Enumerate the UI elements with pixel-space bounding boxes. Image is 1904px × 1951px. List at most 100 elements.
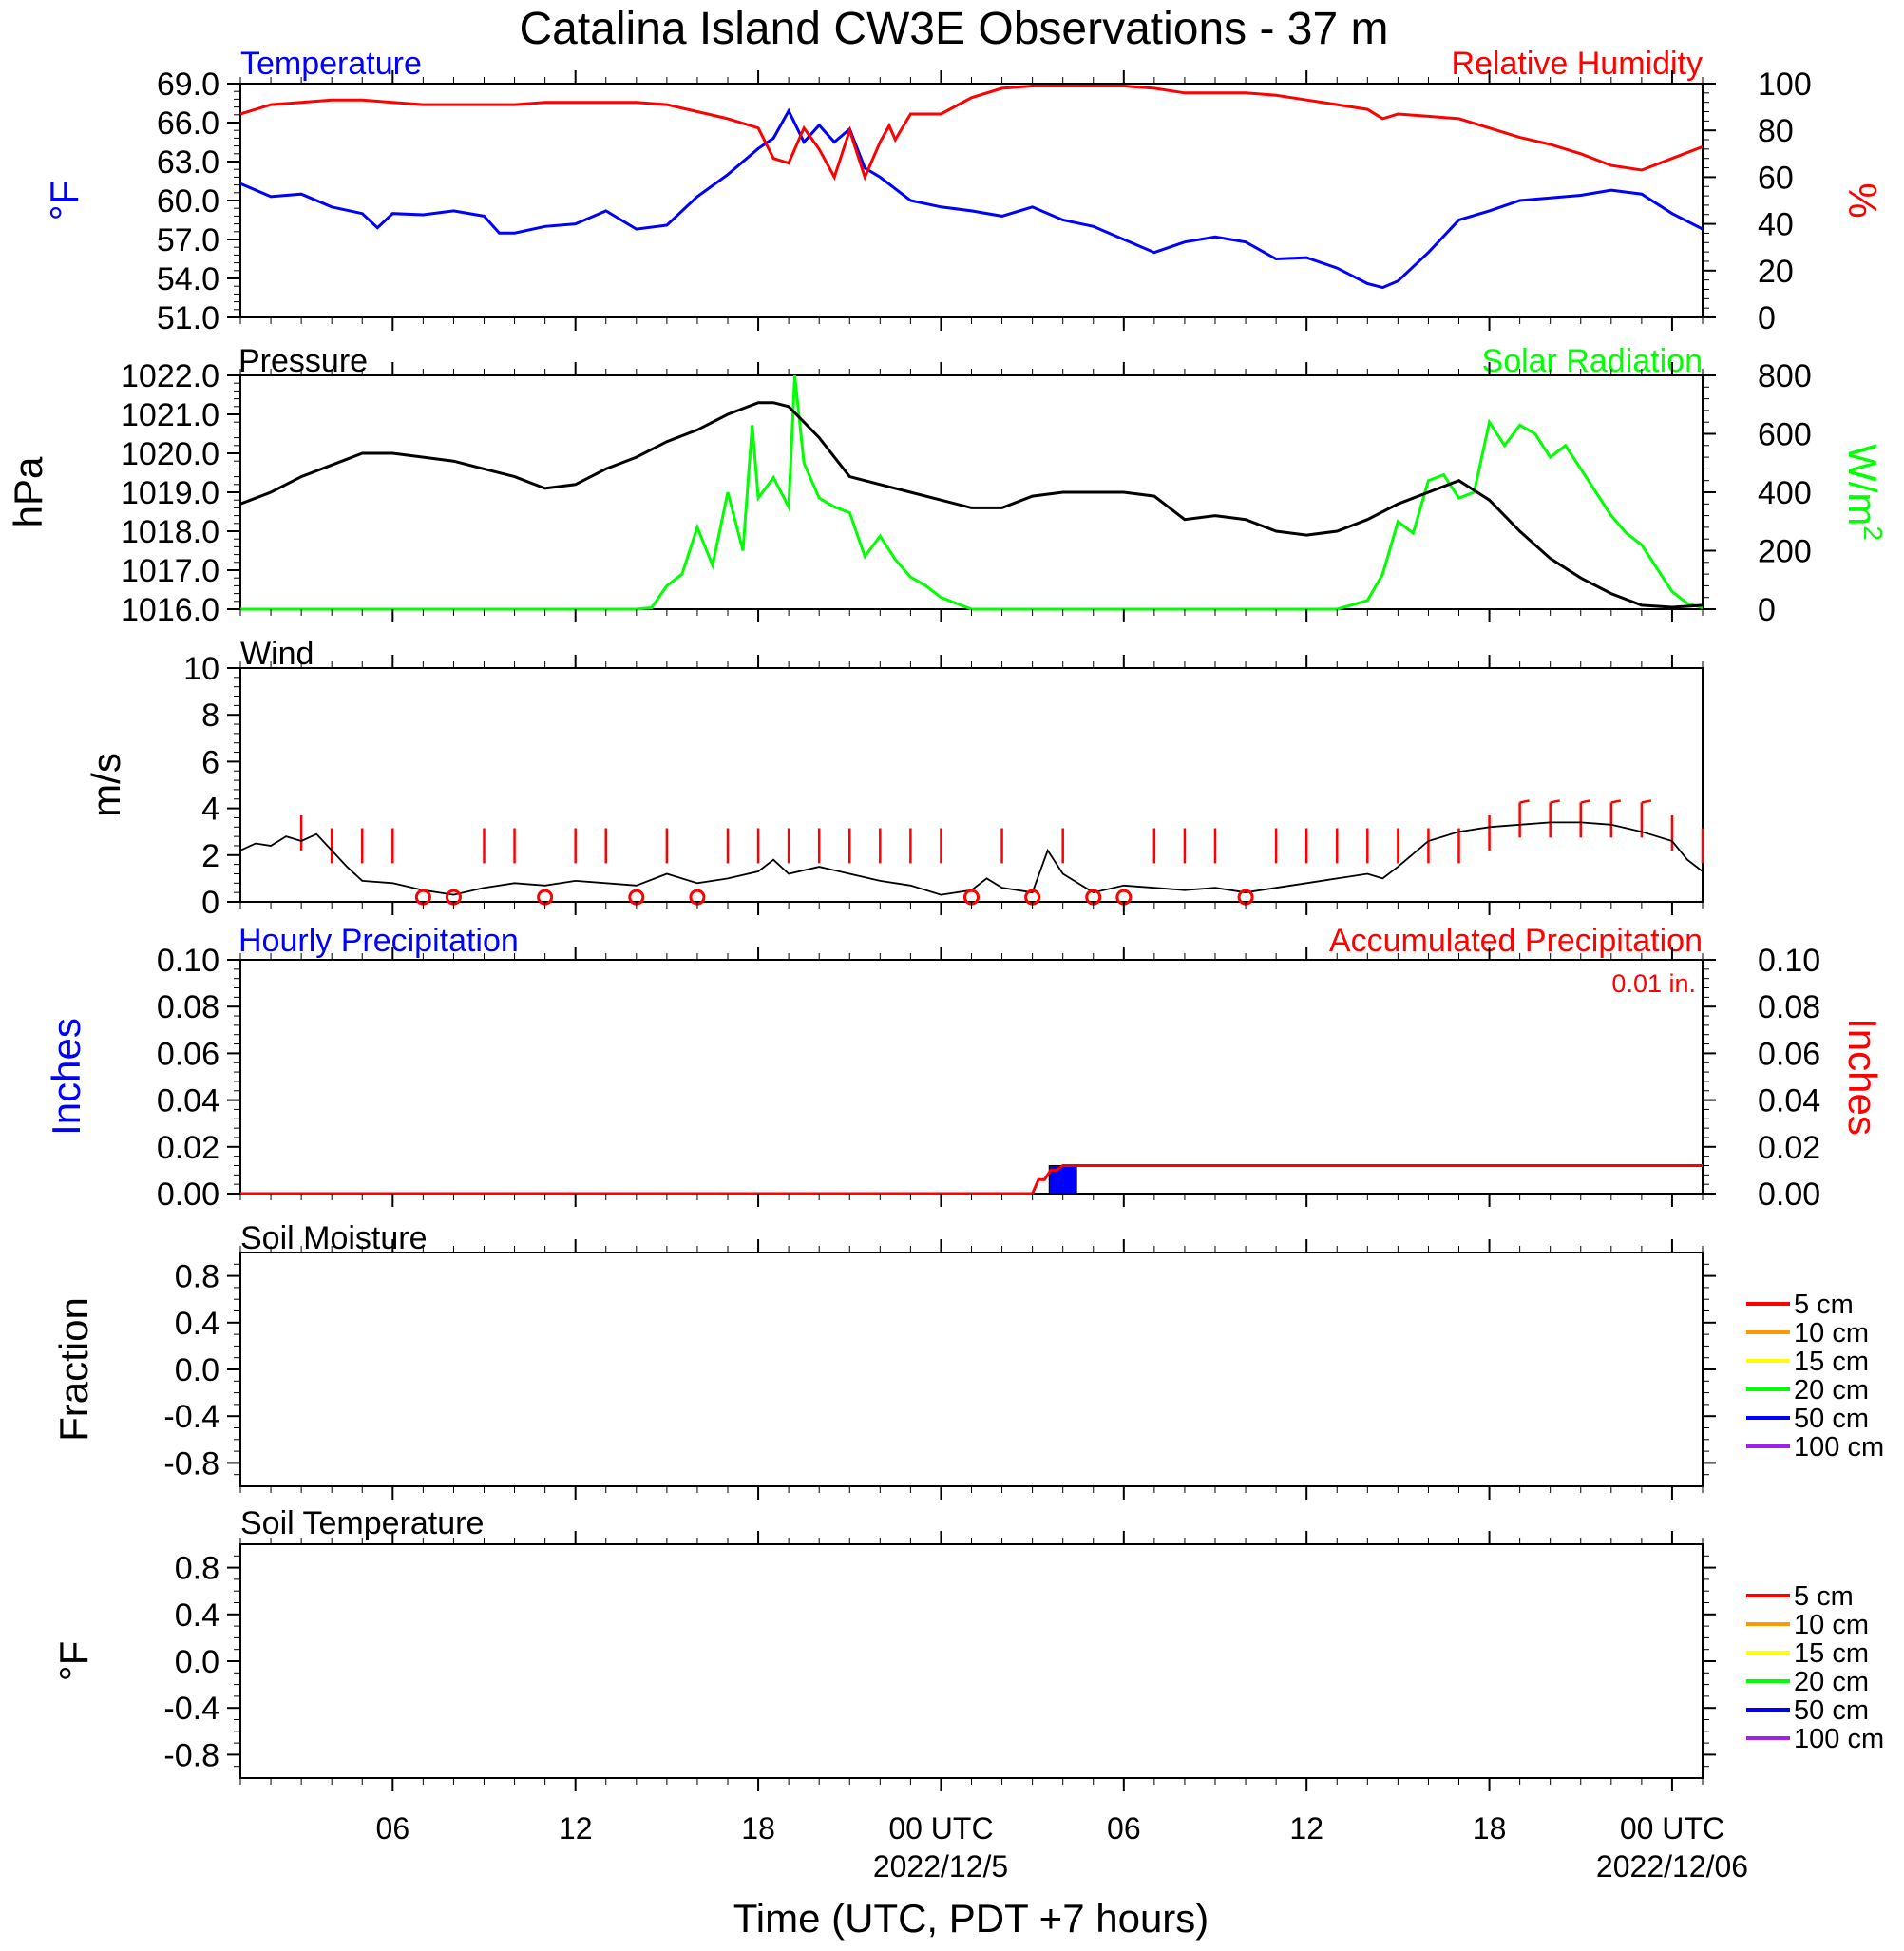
accum-precip-tick-label: 0.04 bbox=[1758, 1083, 1820, 1119]
wind-title: Wind bbox=[240, 636, 314, 672]
wind-barb-flag bbox=[1610, 799, 1622, 804]
hourly-precip-unit: Inches bbox=[44, 1018, 88, 1136]
legend-label: 100 cm bbox=[1794, 1724, 1884, 1754]
precip-total-label: 0.01 in. bbox=[1611, 969, 1696, 998]
temperature-tick-label: 66.0 bbox=[157, 105, 219, 142]
time-tick-label: 00 UTC bbox=[1620, 1811, 1724, 1846]
humidity-tick-label: 60 bbox=[1758, 160, 1794, 196]
wind-unit: m/s bbox=[84, 753, 128, 817]
accum-precip-ticks: 0.10 0.08 0.06 0.04 0.02 0.00 bbox=[1703, 943, 1820, 1213]
pressure-unit: hPa bbox=[6, 456, 50, 527]
soil-temp-tick-label: -0.8 bbox=[163, 1737, 219, 1773]
pressure-tick-label: 1022.0 bbox=[121, 358, 219, 394]
wind-panel: Wind m/s 10 8 6 4 2 0 bbox=[84, 636, 1704, 921]
pressure-tick-label: 1017.0 bbox=[121, 553, 219, 589]
x-axis-title: Time (UTC, PDT +7 hours) bbox=[733, 1896, 1209, 1941]
soil-moisture-tick-label: 0.8 bbox=[175, 1259, 219, 1295]
temperature-tick-label: 63.0 bbox=[157, 144, 219, 181]
hourly-precip-tick-label: 0.10 bbox=[157, 943, 219, 979]
temperature-title: Temperature bbox=[240, 46, 422, 82]
wind-speed-line bbox=[239, 821, 1704, 896]
soil-temp-ticks: 0.8 0.4 0.0 -0.4 -0.8 bbox=[163, 1551, 1716, 1773]
hourly-precip-title: Hourly Precipitation bbox=[238, 923, 519, 959]
hourly-precip-tick-label: 0.08 bbox=[157, 989, 219, 1025]
hourly-precip-tick-label: 0.02 bbox=[157, 1130, 219, 1166]
date-label-2: 2022/12/06 bbox=[1596, 1849, 1748, 1884]
solar-unit: W/m2 bbox=[1840, 444, 1888, 541]
legend-label: 10 cm bbox=[1794, 1318, 1869, 1348]
temperature-tick-label: 60.0 bbox=[157, 183, 219, 220]
accum-precip-tick-label: 0.06 bbox=[1758, 1036, 1820, 1072]
humidity-tick-label: 80 bbox=[1758, 113, 1794, 149]
accum-precip-title: Accumulated Precipitation bbox=[1329, 923, 1703, 959]
time-tick-label: 12 bbox=[559, 1811, 593, 1846]
soil-temp-tick-label: -0.4 bbox=[163, 1691, 219, 1727]
temperature-tick-label: 57.0 bbox=[157, 222, 219, 258]
legend-label: 15 cm bbox=[1794, 1347, 1869, 1377]
solar-unit-sup: 2 bbox=[1858, 526, 1888, 541]
soil-temp-tick-label: 0.4 bbox=[175, 1597, 219, 1634]
humidity-unit: % bbox=[1840, 182, 1885, 218]
humidity-tick-label: 100 bbox=[1758, 67, 1812, 103]
pressure-tick-label: 1018.0 bbox=[121, 514, 219, 550]
chart-title: Catalina Island CW3E Observations - 37 m bbox=[519, 4, 1388, 54]
solar-tick-label: 400 bbox=[1758, 475, 1812, 511]
humidity-ticks: 100 80 60 40 20 0 bbox=[1703, 67, 1812, 336]
pressure-solar-panel: Pressure Solar Radiation hPa W/m2 1022.0… bbox=[6, 343, 1888, 628]
time-tick-label: 00 UTC bbox=[888, 1811, 993, 1846]
wind-barb-flag bbox=[1580, 799, 1590, 804]
solar-unit-base: W/m bbox=[1840, 444, 1885, 526]
legend-label: 10 cm bbox=[1794, 1610, 1869, 1640]
time-tick-label: 06 bbox=[1107, 1811, 1141, 1846]
hourly-precip-tick-label: 0.06 bbox=[157, 1036, 219, 1072]
solar-tick-label: 600 bbox=[1758, 417, 1812, 453]
wind-tick-label: 0 bbox=[201, 885, 219, 921]
solar-tick-label: 800 bbox=[1758, 358, 1812, 394]
soil-temp-title: Soil Temperature bbox=[240, 1505, 484, 1541]
pressure-tick-label: 1016.0 bbox=[121, 592, 219, 628]
soil-moisture-tick-label: 0.0 bbox=[175, 1352, 219, 1388]
wind-barb-flag bbox=[1641, 799, 1652, 804]
time-tick-label: 18 bbox=[1473, 1811, 1507, 1846]
soil-moisture-title: Soil Moisture bbox=[240, 1220, 428, 1256]
precip-panel: Hourly Precipitation Accumulated Precipi… bbox=[44, 923, 1885, 1213]
wind-tick-label: 4 bbox=[201, 792, 219, 828]
wind-barb-flag bbox=[1519, 799, 1530, 804]
legend-label: 50 cm bbox=[1794, 1404, 1869, 1434]
hourly-precip-tick-label: 0.00 bbox=[157, 1176, 219, 1213]
pressure-ticks: 1022.01021.01020.01019.01018.01017.01016… bbox=[121, 358, 240, 628]
wind-tick-label: 8 bbox=[201, 698, 219, 734]
soil-temp-unit: °F bbox=[51, 1641, 96, 1681]
temperature-ticks: 69.066.063.060.057.054.051.0 bbox=[157, 67, 240, 336]
humidity-tick-label: 20 bbox=[1758, 254, 1794, 290]
humidity-tick-label: 0 bbox=[1758, 300, 1776, 336]
soil-moisture-tick-label: -0.8 bbox=[163, 1445, 219, 1482]
soil-temp-tick-label: 0.8 bbox=[175, 1551, 219, 1587]
pressure-line bbox=[239, 401, 1704, 609]
temperature-line bbox=[239, 107, 1704, 290]
time-tick-label: 12 bbox=[1289, 1811, 1323, 1846]
wind-tick-label: 10 bbox=[183, 651, 219, 687]
pressure-title: Pressure bbox=[238, 343, 368, 379]
wind-barb-flag bbox=[1550, 799, 1560, 804]
legend-label: 5 cm bbox=[1794, 1290, 1854, 1320]
legend-label: 15 cm bbox=[1794, 1638, 1869, 1669]
soil-moisture-ticks: 0.8 0.4 0.0 -0.4 -0.8 bbox=[163, 1259, 1716, 1482]
humidity-tick-label: 40 bbox=[1758, 207, 1794, 243]
pressure-tick-label: 1019.0 bbox=[121, 475, 219, 511]
pressure-tick-label: 1020.0 bbox=[121, 436, 219, 472]
accum-precip-line bbox=[240, 1164, 1703, 1195]
soil-moisture-unit: Fraction bbox=[51, 1297, 96, 1442]
soil-moisture-panel: Soil Moisture Fraction 0.8 0.4 0.0 -0.4 -0.8… bbox=[51, 1220, 1884, 1487]
wind-ticks: 10 8 6 4 2 0 bbox=[183, 651, 240, 921]
temperature-tick-label: 51.0 bbox=[157, 300, 219, 336]
time-tick-label: 18 bbox=[741, 1811, 775, 1846]
legend-label: 20 cm bbox=[1794, 1667, 1869, 1697]
accum-precip-tick-label: 0.02 bbox=[1758, 1130, 1820, 1166]
soil-moisture-tick-label: 0.4 bbox=[175, 1306, 219, 1342]
time-axis-ticks bbox=[239, 70, 1704, 1791]
temperature-unit: °F bbox=[42, 181, 86, 220]
hourly-precip-ticks: 0.10 0.08 0.06 0.04 0.02 0.00 bbox=[157, 943, 240, 1213]
solar-line bbox=[240, 374, 1704, 611]
